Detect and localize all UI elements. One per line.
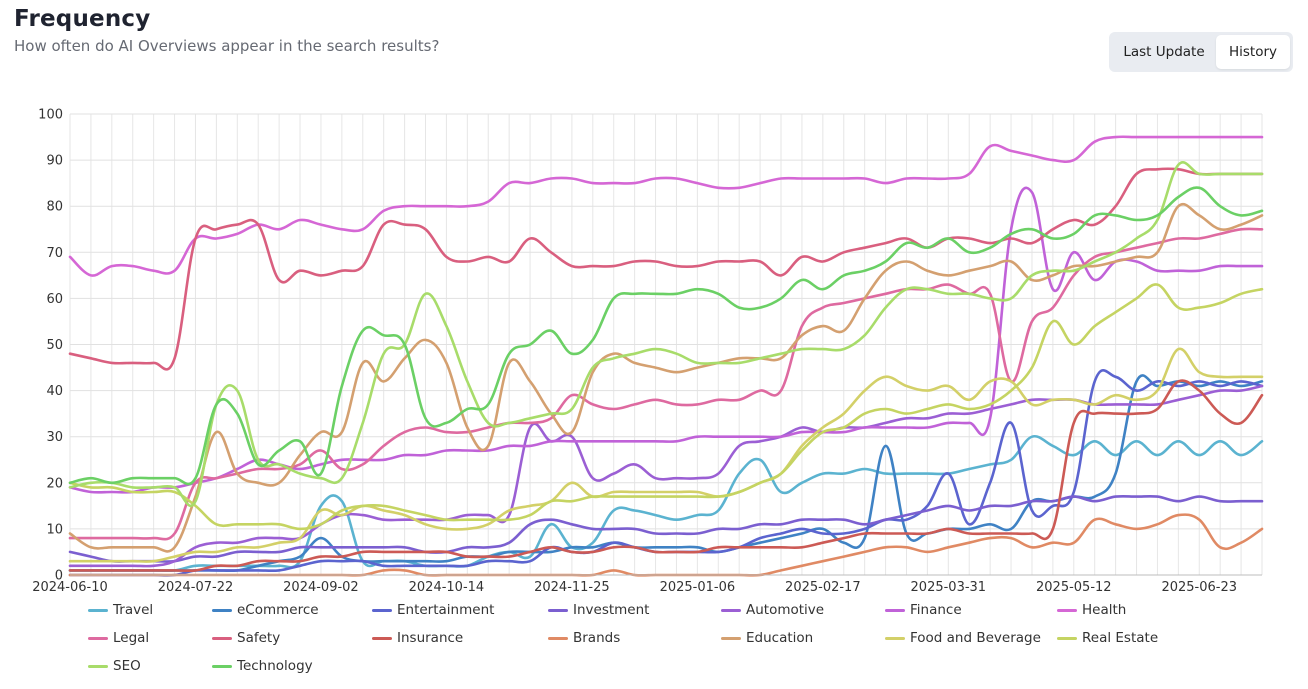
legend-item-automotive[interactable]: Automotive [721, 600, 824, 620]
y-tick-label: 10 [46, 522, 63, 537]
series-line-travel [68, 434, 1264, 573]
series-line-technology [68, 186, 1264, 486]
y-tick-label: 0 [55, 569, 63, 584]
series-line-safety [68, 167, 1264, 371]
legend-swatch [885, 608, 905, 612]
x-tick-label: 2025-01-06 [660, 580, 736, 595]
history-button[interactable]: History [1216, 35, 1290, 69]
legend-item-brands[interactable]: Brands [548, 628, 620, 648]
legend-item-insurance[interactable]: Insurance [372, 628, 463, 648]
x-tick-label: 2024-10-14 [409, 580, 485, 595]
legend-item-safety[interactable]: Safety [212, 628, 280, 648]
legend-item-ecommerce[interactable]: eCommerce [212, 600, 319, 620]
y-tick-label: 80 [46, 200, 63, 215]
legend-item-seo[interactable]: SEO [88, 656, 141, 676]
legend-item-technology[interactable]: Technology [212, 656, 313, 676]
last-update-button[interactable]: Last Update [1123, 44, 1205, 60]
view-toggle: Last Update History [1109, 32, 1293, 72]
legend-label: Technology [237, 658, 313, 674]
legend-label: Legal [113, 630, 150, 646]
x-tick-label: 2025-06-23 [1161, 580, 1237, 595]
legend-swatch [721, 608, 741, 612]
legend-label: Safety [237, 630, 281, 646]
legend-label: Food and Beverage [910, 630, 1041, 646]
series-line-health [68, 135, 1264, 277]
legend-item-entertainment[interactable]: Entertainment [372, 600, 494, 620]
legend-label: Health [1082, 602, 1127, 618]
series-line-automotive [68, 384, 1264, 568]
legend-swatch [548, 608, 568, 612]
series-line-legal [68, 227, 1264, 541]
legend-swatch [212, 664, 232, 668]
y-tick-label: 30 [46, 430, 63, 445]
series-line-food-and-beverage [68, 347, 1264, 563]
series-line-finance [68, 186, 1264, 494]
x-tick-label: 2024-06-10 [32, 580, 108, 595]
legend-swatch [1057, 608, 1077, 612]
legend-swatch [885, 636, 905, 640]
x-tick-label: 2025-05-12 [1036, 580, 1112, 595]
legend-label: Education [746, 630, 814, 646]
legend-swatch [88, 636, 108, 640]
legend-item-health[interactable]: Health [1057, 600, 1126, 620]
page-title: Frequency [14, 6, 151, 32]
legend-item-education[interactable]: Education [721, 628, 813, 648]
y-tick-label: 40 [46, 384, 63, 399]
legend-item-legal[interactable]: Legal [88, 628, 149, 648]
legend-label: Real Estate [1082, 630, 1159, 646]
page-subtitle: How often do AI Overviews appear in the … [14, 37, 440, 55]
legend-label: Investment [573, 602, 650, 618]
x-tick-label: 2024-11-25 [534, 580, 610, 595]
y-tick-label: 90 [46, 154, 63, 169]
legend-swatch [88, 608, 108, 612]
legend-swatch [721, 636, 741, 640]
y-tick-label: 70 [46, 246, 63, 261]
legend-swatch [212, 636, 232, 640]
legend-label: eCommerce [237, 602, 319, 618]
series-line-real-estate [68, 283, 1264, 531]
y-tick-label: 100 [38, 108, 63, 123]
legend-item-food-and-beverage[interactable]: Food and Beverage [885, 628, 1041, 648]
x-tick-label: 2024-07-22 [158, 580, 234, 595]
legend-item-travel[interactable]: Travel [88, 600, 153, 620]
y-tick-label: 20 [46, 476, 63, 491]
legend-item-real-estate[interactable]: Real Estate [1057, 628, 1158, 648]
legend-swatch [1057, 636, 1077, 640]
series-line-seo [68, 161, 1264, 508]
series-line-insurance [68, 379, 1264, 573]
legend-label: Travel [113, 602, 154, 618]
legend-label: Automotive [746, 602, 825, 618]
legend-swatch [88, 664, 108, 668]
legend-swatch [372, 636, 392, 640]
legend-label: Finance [910, 602, 962, 618]
legend-label: Insurance [397, 630, 464, 646]
y-tick-label: 60 [46, 292, 63, 307]
legend-label: Entertainment [397, 602, 495, 618]
x-tick-label: 2024-09-02 [283, 580, 359, 595]
frequency-line-chart: 0 10 20 30 40 50 60 70 80 90 100 2024-06-10 2024-07-… [32, 108, 1264, 595]
y-tick-label: 50 [46, 338, 63, 353]
series-line-investment [68, 494, 1264, 563]
legend-item-investment[interactable]: Investment [548, 600, 649, 620]
legend-swatch [372, 608, 392, 612]
x-tick-label: 2025-02-17 [785, 580, 861, 595]
legend-item-finance[interactable]: Finance [885, 600, 962, 620]
legend-label: SEO [113, 658, 141, 674]
legend-swatch [548, 636, 568, 640]
x-tick-label: 2025-03-31 [911, 580, 987, 595]
legend-label: Brands [573, 630, 621, 646]
legend-swatch [212, 608, 232, 612]
